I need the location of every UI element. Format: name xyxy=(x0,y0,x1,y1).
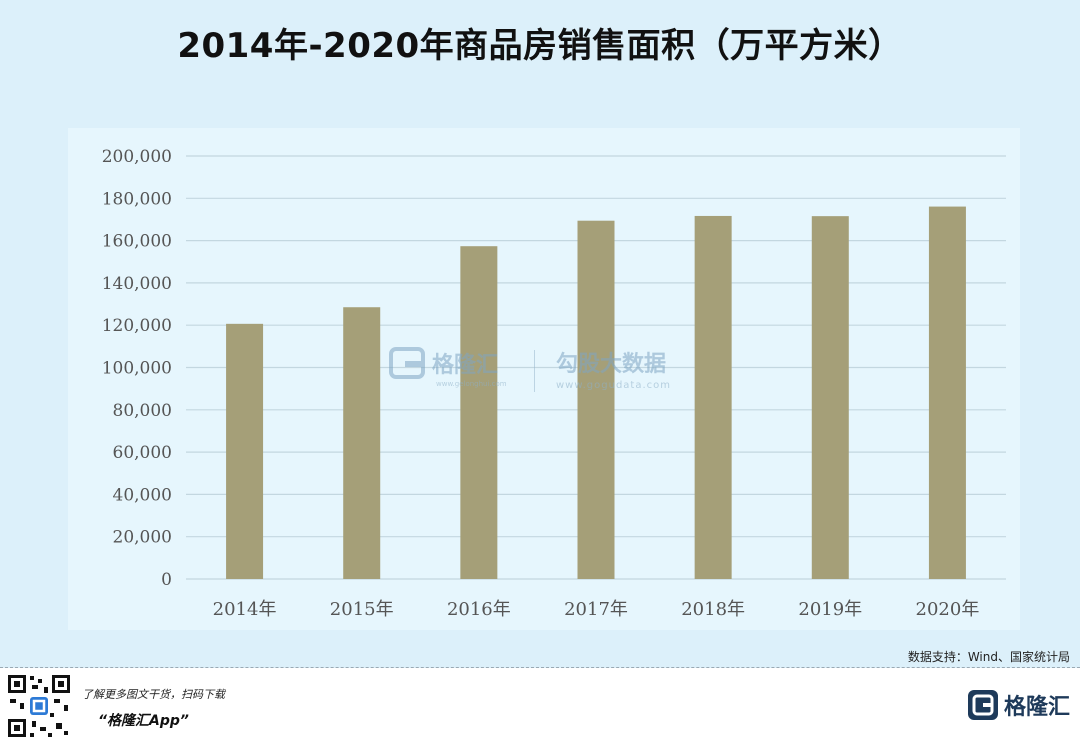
x-tick-label: 2020年 xyxy=(916,599,980,620)
footer-app-name: “格隆汇App” xyxy=(98,713,189,729)
y-tick-label: 100,000 xyxy=(102,359,172,379)
y-tick-label: 0 xyxy=(161,570,172,590)
x-tick-label: 2014年 xyxy=(213,599,277,620)
x-tick-label: 2018年 xyxy=(681,599,745,620)
footer-divider xyxy=(0,667,1080,668)
footer-promo-text: 了解更多图文干货，扫码下载 xyxy=(82,688,225,701)
bar xyxy=(226,323,264,579)
y-tick-label: 60,000 xyxy=(113,443,172,463)
y-tick-label: 140,000 xyxy=(102,274,172,294)
chart-title: 2014年-2020年商品房销售面积（万平方米） xyxy=(177,26,903,66)
watermark-product-url: www.gogudata.com xyxy=(556,380,672,391)
footer xyxy=(0,668,1080,745)
bar xyxy=(811,216,849,579)
y-tick-label: 40,000 xyxy=(113,485,172,505)
y-tick-label: 180,000 xyxy=(102,189,172,209)
y-tick-label: 80,000 xyxy=(113,401,172,421)
watermark-brand-text: 格隆汇 xyxy=(432,353,499,378)
bar xyxy=(460,246,498,580)
y-tick-label: 120,000 xyxy=(102,316,172,336)
chart-area: 0 20,000 40,000 60,000 80,000 100,000 120,000 1… xyxy=(68,128,1020,630)
x-tick-label: 2019年 xyxy=(798,599,862,620)
footer-brand: 格隆汇 xyxy=(966,688,1070,722)
y-tick-label: 160,000 xyxy=(102,232,172,252)
footer-brand-text: 格隆汇 xyxy=(1003,695,1070,720)
data-source: 数据支持：Wind、国家统计局 xyxy=(907,650,1070,664)
x-tick-label: 2015年 xyxy=(330,599,394,620)
gelonghui-logo-icon xyxy=(967,690,998,720)
y-tick-label: 20,000 xyxy=(113,528,172,548)
qr-code-icon xyxy=(6,673,72,739)
bar xyxy=(343,307,381,579)
watermark-separator xyxy=(534,350,535,392)
watermark: 格隆汇 www.gelonghui.com 勾股大数据 www.gogudata… xyxy=(388,346,718,398)
x-tick-label: 2017年 xyxy=(564,599,628,620)
gelonghui-logo-icon xyxy=(389,347,425,379)
bar xyxy=(577,220,615,579)
watermark-brand-url: www.gelonghui.com xyxy=(436,380,507,388)
y-tick-label: 200,000 xyxy=(102,147,172,167)
bar xyxy=(694,215,732,579)
watermark-brand: 格隆汇 xyxy=(388,346,498,380)
bar xyxy=(928,206,966,579)
bar-chart: 0 20,000 40,000 60,000 80,000 100,000 120,000 1… xyxy=(102,147,1006,620)
x-tick-label: 2016年 xyxy=(447,599,511,620)
watermark-product: 勾股大数据 xyxy=(556,352,667,377)
